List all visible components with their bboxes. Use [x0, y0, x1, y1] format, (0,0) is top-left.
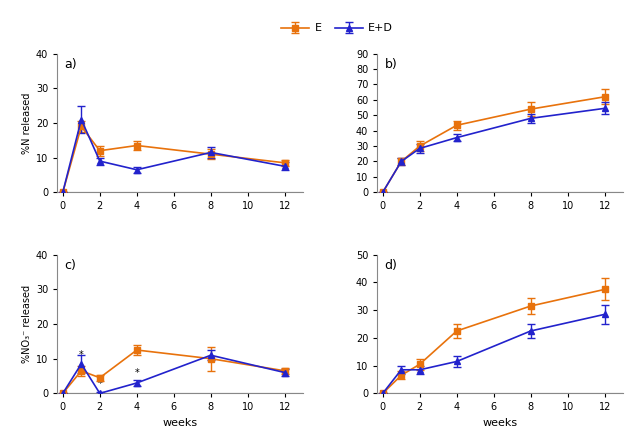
Text: *: *	[134, 368, 139, 378]
Y-axis label: %N released: %N released	[22, 92, 32, 154]
X-axis label: weeks: weeks	[163, 418, 198, 428]
Text: c): c)	[65, 259, 76, 272]
Text: *: *	[97, 379, 102, 389]
Text: a): a)	[65, 58, 77, 71]
Text: *: *	[529, 329, 533, 339]
Text: d): d)	[385, 259, 398, 272]
Text: *: *	[134, 169, 139, 178]
Text: *: *	[79, 350, 84, 360]
Y-axis label: %NO₃⁻ released: %NO₃⁻ released	[22, 285, 32, 363]
Legend: E, E+D: E, E+D	[277, 19, 398, 38]
X-axis label: weeks: weeks	[483, 418, 518, 428]
Text: b): b)	[385, 58, 398, 71]
